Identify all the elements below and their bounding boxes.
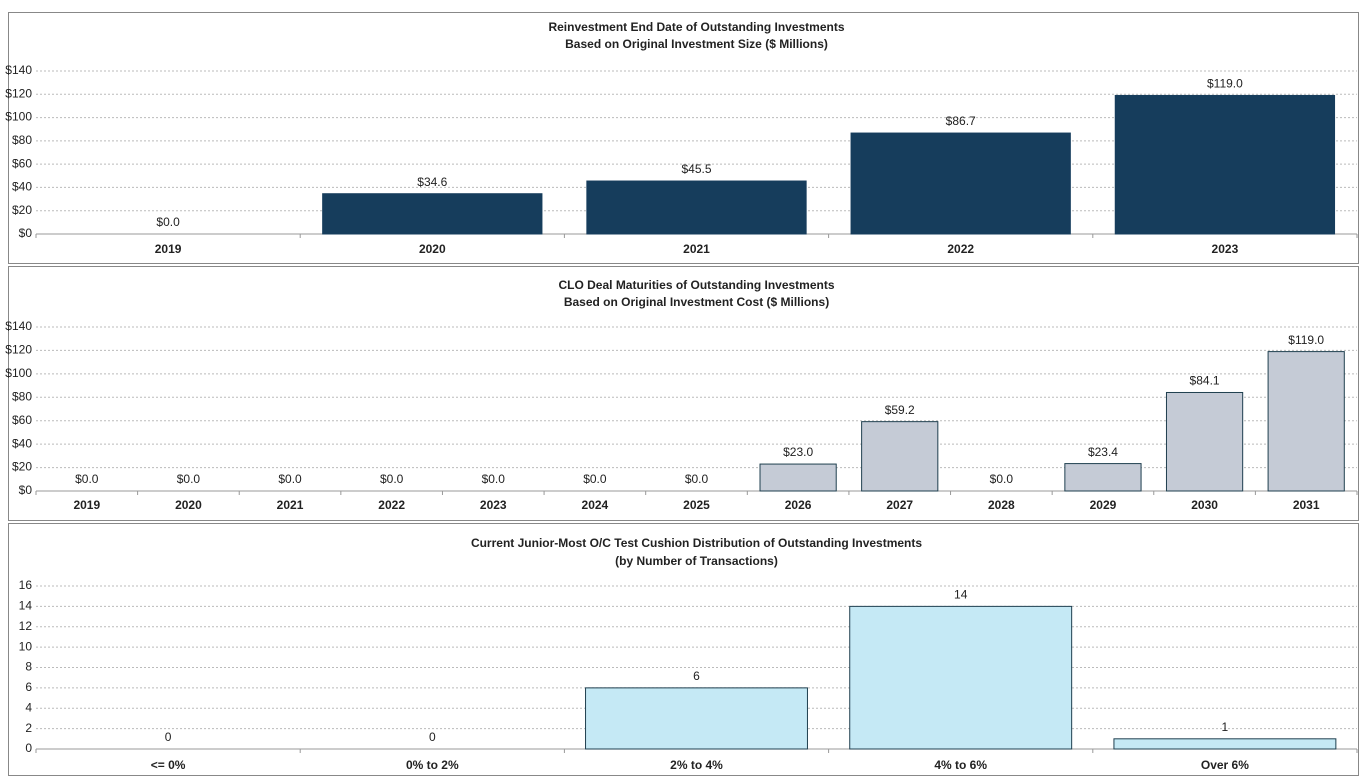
x-tick-label: 4% to 6%	[934, 758, 987, 772]
x-tick-label: 2029	[1090, 498, 1117, 512]
y-tick-label: 12	[19, 619, 33, 633]
y-tick-label: 14	[19, 599, 33, 613]
x-tick-label: 2022	[947, 242, 974, 256]
x-tick-label: 2024	[582, 498, 609, 512]
y-tick-label: $60	[12, 156, 32, 170]
x-tick-label: 2021	[683, 242, 710, 256]
x-tick-label: <= 0%	[151, 758, 186, 772]
data-label: $23.4	[1088, 445, 1118, 459]
data-label: $0.0	[75, 472, 99, 486]
x-tick-label: 2019	[73, 498, 100, 512]
y-tick-label: $140	[5, 63, 32, 77]
bar	[1064, 463, 1142, 492]
x-tick-label: 2021	[277, 498, 304, 512]
data-label: $0.0	[482, 472, 506, 486]
bar	[1114, 94, 1336, 235]
y-tick-label: $140	[5, 319, 32, 333]
data-label: $0.0	[583, 472, 607, 486]
data-label: $0.0	[177, 472, 201, 486]
x-tick-label: 2023	[480, 498, 507, 512]
chart-title: Reinvestment End Date of Outstanding Inv…	[548, 20, 844, 34]
chart-subtitle: (by Number of Transactions)	[615, 554, 778, 568]
x-tick-label: 2% to 4%	[670, 758, 723, 772]
y-tick-label: 6	[25, 680, 32, 694]
y-tick-label: $0	[19, 226, 33, 240]
data-label: $0.0	[278, 472, 302, 486]
data-label: $0.0	[990, 472, 1014, 486]
data-label: 14	[954, 588, 968, 602]
x-tick-label: 0% to 2%	[406, 758, 459, 772]
y-tick-label: $40	[12, 436, 32, 450]
x-tick-label: 2022	[378, 498, 405, 512]
bar	[1113, 738, 1337, 750]
x-tick-label: Over 6%	[1201, 758, 1249, 772]
y-tick-label: 4	[25, 700, 32, 714]
data-label: $84.1	[1190, 374, 1220, 388]
y-tick-label: $20	[12, 460, 32, 474]
x-tick-label: 2027	[886, 498, 913, 512]
x-tick-label: 2025	[683, 498, 710, 512]
data-label: $119.0	[1288, 333, 1324, 347]
y-tick-label: $100	[5, 366, 32, 380]
x-tick-label: 2023	[1212, 242, 1239, 256]
chart-title: CLO Deal Maturities of Outstanding Inves…	[558, 278, 834, 292]
x-tick-label: 2019	[155, 242, 182, 256]
x-tick-label: 2028	[988, 498, 1015, 512]
y-tick-label: 10	[19, 639, 33, 653]
data-label: 1	[1222, 720, 1229, 734]
data-label: $59.2	[885, 403, 915, 417]
bar	[322, 193, 543, 235]
y-tick-label: 8	[25, 660, 32, 674]
y-tick-label: 0	[25, 741, 32, 755]
bar	[849, 605, 1073, 750]
chart-subtitle: Based on Original Investment Size ($ Mil…	[565, 37, 828, 51]
x-tick-label: 2030	[1191, 498, 1218, 512]
x-tick-label: 2020	[419, 242, 446, 256]
bar	[585, 687, 808, 750]
y-tick-label: 16	[19, 578, 33, 592]
data-label: $86.7	[946, 114, 976, 128]
bar	[759, 463, 837, 492]
data-label: $0.0	[685, 472, 709, 486]
chart-title: Current Junior-Most O/C Test Cushion Dis…	[471, 536, 922, 550]
chart-subtitle: Based on Original Investment Cost ($ Mil…	[564, 295, 829, 309]
bar	[850, 132, 1071, 235]
data-label: $45.5	[681, 162, 711, 176]
data-label: $119.0	[1207, 77, 1243, 91]
y-tick-label: 2	[25, 721, 32, 735]
y-tick-label: $0	[19, 483, 33, 497]
x-tick-label: 2031	[1293, 498, 1320, 512]
bar	[1165, 391, 1244, 492]
data-label: $0.0	[156, 215, 180, 229]
y-tick-label: $120	[5, 86, 32, 100]
bar	[1267, 351, 1345, 492]
bar	[586, 180, 807, 235]
y-tick-label: $80	[12, 389, 32, 403]
y-tick-label: $80	[12, 133, 32, 147]
data-label: $0.0	[380, 472, 404, 486]
data-label: $23.0	[783, 445, 813, 459]
y-tick-label: $60	[12, 413, 32, 427]
data-label: 0	[165, 730, 172, 744]
y-tick-label: $20	[12, 203, 32, 217]
bar	[861, 421, 939, 492]
y-tick-label: $100	[5, 110, 32, 124]
x-tick-label: 2020	[175, 498, 202, 512]
data-label: 6	[693, 669, 700, 683]
data-label: 0	[429, 730, 436, 744]
y-tick-label: $40	[12, 180, 32, 194]
y-tick-label: $120	[5, 343, 32, 357]
x-tick-label: 2026	[785, 498, 812, 512]
data-label: $34.6	[417, 175, 447, 189]
